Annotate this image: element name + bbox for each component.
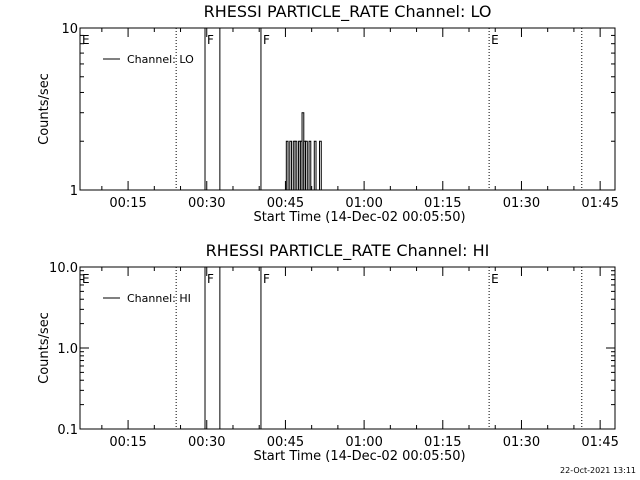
x-tick-label: 00:30 [188, 196, 225, 211]
data-point [319, 140, 322, 190]
data-point [313, 140, 317, 190]
event-marker-label: E [491, 272, 499, 286]
x-tick-label: 00:45 [267, 435, 304, 450]
x-tick-label: 00:15 [109, 196, 146, 211]
data-point [305, 140, 308, 190]
x-tick-label: 01:45 [581, 196, 618, 211]
y-tick-label: 1.0 [57, 342, 78, 357]
event-marker-label: E [82, 33, 90, 47]
chart-title: RHESSI PARTICLE_RATE Channel: HI [206, 241, 490, 261]
chart-title: RHESSI PARTICLE_RATE Channel: LO [204, 2, 492, 22]
data-point [308, 140, 312, 190]
x-axis-label: Start Time (14-Dec-02 00:05:50) [253, 449, 465, 464]
event-marker-label: F [207, 272, 214, 286]
event-marker-label: F [207, 33, 214, 47]
data-point [285, 140, 289, 190]
y-tick-label: 1 [70, 184, 78, 199]
x-tick-label: 01:15 [424, 196, 461, 211]
y-tick-label: 10 [61, 22, 78, 37]
footer-timestamp: 22-Oct-2021 13:11 [560, 466, 636, 475]
x-tick-label: 01:15 [424, 435, 461, 450]
x-tick-label: 01:30 [503, 196, 540, 211]
x-tick-label: 01:45 [581, 435, 618, 450]
x-tick-label: 01:00 [345, 196, 382, 211]
panel-1: RHESSI PARTICLE_RATE Channel: LO E F F E 00:1… [37, 2, 619, 225]
data-point [289, 140, 293, 190]
x-tick-label: 00:45 [267, 196, 304, 211]
event-marker-label: E [82, 272, 90, 286]
y-axis-label: Counts/sec [37, 312, 52, 384]
y-axis-label: Counts/sec [37, 73, 52, 145]
x-tick-label: 00:15 [109, 435, 146, 450]
y-tick-label: 10.0 [49, 261, 78, 276]
event-marker-label: E [491, 33, 499, 47]
legend-label: Channel: HI [127, 292, 191, 305]
x-tick-label: 00:30 [188, 435, 225, 450]
panel-2: RHESSI PARTICLE_RATE Channel: HIE F F E00:1… [37, 241, 619, 464]
series-1 [285, 112, 322, 190]
event-marker-label: F [263, 272, 270, 286]
y-tick-label: 0.1 [57, 423, 78, 438]
event-marker-label: F [263, 33, 270, 47]
data-point [294, 140, 298, 190]
x-tick-label: 01:30 [503, 435, 540, 450]
legend-label: Channel: LO [127, 53, 194, 66]
x-tick-label: 01:00 [345, 435, 382, 450]
x-axis-label: Start Time (14-Dec-02 00:05:50) [253, 210, 465, 225]
